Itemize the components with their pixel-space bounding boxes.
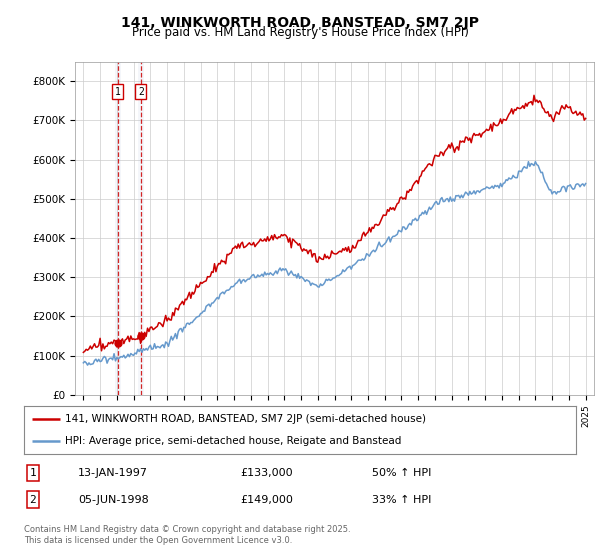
- Text: 2: 2: [29, 494, 37, 505]
- Text: 141, WINKWORTH ROAD, BANSTEAD, SM7 2JP: 141, WINKWORTH ROAD, BANSTEAD, SM7 2JP: [121, 16, 479, 30]
- Bar: [138, 62, 144, 395]
- Text: 33% ↑ HPI: 33% ↑ HPI: [372, 494, 431, 505]
- Text: 13-JAN-1997: 13-JAN-1997: [78, 468, 148, 478]
- Text: 1: 1: [29, 468, 37, 478]
- Text: Price paid vs. HM Land Registry's House Price Index (HPI): Price paid vs. HM Land Registry's House …: [131, 26, 469, 39]
- Text: Contains HM Land Registry data © Crown copyright and database right 2025.
This d: Contains HM Land Registry data © Crown c…: [24, 525, 350, 545]
- Text: 1: 1: [115, 87, 121, 96]
- Text: £133,000: £133,000: [240, 468, 293, 478]
- Text: 50% ↑ HPI: 50% ↑ HPI: [372, 468, 431, 478]
- Text: HPI: Average price, semi-detached house, Reigate and Banstead: HPI: Average price, semi-detached house,…: [65, 436, 402, 446]
- Text: £149,000: £149,000: [240, 494, 293, 505]
- Bar: [115, 62, 121, 395]
- Text: 05-JUN-1998: 05-JUN-1998: [78, 494, 149, 505]
- Text: 141, WINKWORTH ROAD, BANSTEAD, SM7 2JP (semi-detached house): 141, WINKWORTH ROAD, BANSTEAD, SM7 2JP (…: [65, 414, 427, 424]
- Text: 2: 2: [138, 87, 144, 96]
